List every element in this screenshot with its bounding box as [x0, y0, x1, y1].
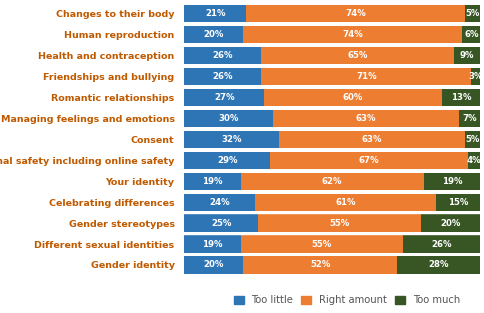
Text: 32%: 32% [221, 135, 242, 144]
Text: 55%: 55% [329, 218, 349, 228]
Bar [240, 235, 402, 253]
Bar [441, 89, 479, 106]
Text: 6%: 6% [463, 30, 478, 39]
Bar [396, 256, 479, 274]
Bar [240, 172, 423, 190]
Bar [184, 256, 243, 274]
Text: 29%: 29% [216, 156, 237, 165]
Legend: Too little, Right amount, Too much: Too little, Right amount, Too much [229, 291, 464, 309]
Text: 5%: 5% [465, 135, 479, 144]
Text: 60%: 60% [342, 93, 363, 102]
Bar [243, 256, 396, 274]
Text: 20%: 20% [439, 218, 460, 228]
Text: 26%: 26% [212, 72, 232, 81]
Text: 3%: 3% [468, 72, 482, 81]
Text: 63%: 63% [355, 114, 376, 123]
Text: 13%: 13% [450, 93, 470, 102]
Bar [257, 214, 420, 232]
Bar [184, 235, 240, 253]
Bar [261, 47, 453, 64]
Text: 15%: 15% [447, 198, 467, 207]
Bar [264, 89, 441, 106]
Bar [270, 151, 468, 169]
Text: 19%: 19% [441, 177, 461, 186]
Bar [246, 5, 464, 22]
Bar [184, 89, 264, 106]
Text: 62%: 62% [321, 177, 342, 186]
Text: 7%: 7% [462, 114, 476, 123]
Text: 9%: 9% [459, 51, 473, 60]
Text: 65%: 65% [347, 51, 367, 60]
Text: 25%: 25% [211, 218, 231, 228]
Text: 21%: 21% [205, 9, 225, 18]
Bar [255, 193, 435, 211]
Bar [464, 5, 479, 22]
Bar [423, 172, 479, 190]
Text: 26%: 26% [212, 51, 232, 60]
Bar [184, 214, 257, 232]
Bar [184, 172, 240, 190]
Bar [184, 68, 261, 85]
Bar [453, 47, 479, 64]
Bar [272, 110, 458, 127]
Text: 55%: 55% [311, 239, 332, 249]
Bar [184, 151, 270, 169]
Bar [184, 131, 278, 148]
Text: 26%: 26% [431, 239, 451, 249]
Bar [184, 193, 255, 211]
Text: 28%: 28% [427, 260, 448, 269]
Bar [402, 235, 479, 253]
Text: 52%: 52% [310, 260, 330, 269]
Bar [435, 193, 479, 211]
Bar [458, 110, 479, 127]
Bar [278, 131, 464, 148]
Text: 63%: 63% [361, 135, 381, 144]
Text: 20%: 20% [203, 260, 224, 269]
Bar [243, 26, 461, 43]
Text: 24%: 24% [209, 198, 229, 207]
Text: 19%: 19% [202, 239, 222, 249]
Text: 5%: 5% [465, 9, 479, 18]
Text: 61%: 61% [334, 198, 355, 207]
Text: 27%: 27% [213, 93, 234, 102]
Text: 74%: 74% [345, 9, 365, 18]
Text: 4%: 4% [466, 156, 481, 165]
Bar [468, 151, 479, 169]
Bar [261, 68, 470, 85]
Text: 19%: 19% [202, 177, 222, 186]
Bar [184, 5, 246, 22]
Text: 30%: 30% [218, 114, 239, 123]
Bar [461, 26, 479, 43]
Bar [470, 68, 479, 85]
Bar [464, 131, 479, 148]
Text: 20%: 20% [203, 30, 224, 39]
Bar [420, 214, 479, 232]
Text: 71%: 71% [355, 72, 376, 81]
Text: 74%: 74% [342, 30, 363, 39]
Bar [184, 26, 243, 43]
Text: 67%: 67% [358, 156, 379, 165]
Bar [184, 110, 272, 127]
Bar [184, 47, 261, 64]
